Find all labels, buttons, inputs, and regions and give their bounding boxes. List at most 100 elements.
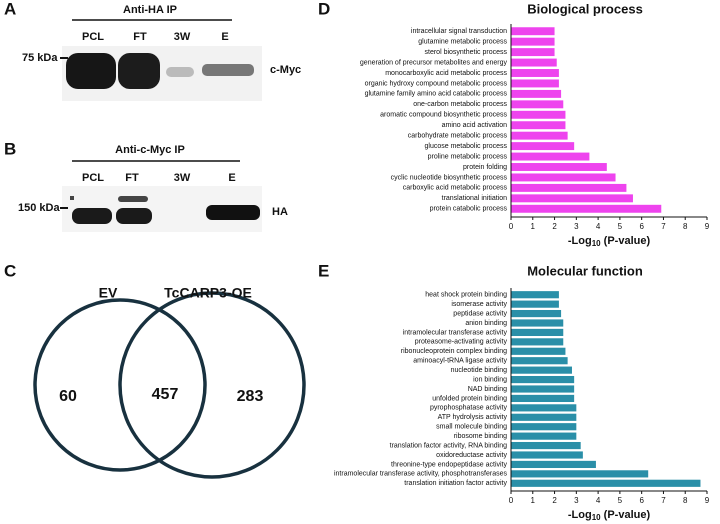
panel-label: A (4, 0, 16, 18)
marker-label: 75 kDa (22, 52, 58, 64)
band (202, 64, 254, 76)
category-label: isomerase activity (451, 301, 507, 308)
band (118, 196, 148, 202)
bar (511, 309, 562, 318)
category-label: ATP hydrolysis activity (438, 414, 508, 421)
category-label: translation initiation factor activity (404, 480, 507, 487)
category-label: nucleotide binding (451, 367, 508, 374)
lane-label: 3W (174, 172, 191, 184)
chart-title: Molecular function (527, 263, 643, 278)
category-label: oxidoreductase activity (436, 452, 507, 459)
bar (511, 385, 575, 393)
lane-label: PCL (82, 172, 104, 184)
x-tick-label: 7 (661, 222, 666, 231)
venn-circle (118, 291, 306, 479)
x-tick-label: 1 (531, 222, 536, 231)
venn-count: 60 (59, 388, 77, 405)
category-label: organic hydroxy compound metabolic proce… (365, 80, 508, 87)
category-label: monocarboxylic acid metabolic process (385, 70, 507, 77)
label-part: (P-value) (601, 509, 651, 521)
bar (511, 479, 701, 487)
bar (511, 100, 564, 109)
bar (511, 460, 596, 469)
bar (511, 152, 590, 161)
category-label: intramolecular transferase activity, pho… (334, 471, 508, 478)
bar (511, 423, 577, 431)
target-label: HA (272, 206, 288, 218)
bar (511, 394, 575, 403)
category-label: ion binding (473, 376, 507, 383)
x-tick-label: 4 (596, 222, 601, 231)
x-tick-label: 3 (574, 222, 579, 231)
x-tick-label: 8 (683, 496, 688, 505)
category-label: one-carbon metabolic process (413, 101, 507, 108)
bar (511, 300, 559, 308)
x-tick-label: 6 (639, 222, 644, 231)
category-label: protein folding (463, 164, 507, 171)
band (206, 205, 260, 220)
set-label: EV (99, 285, 118, 301)
category-label: glucose metabolic process (425, 143, 508, 150)
category-label: cyclic nucleotide biosynthetic process (391, 174, 508, 181)
blot-title: Anti-c-Myc IP (115, 144, 185, 156)
category-label: peptidase activity (453, 310, 507, 317)
label-sub: 10 (592, 513, 601, 522)
band (166, 67, 194, 77)
category-label: carboxylic acid metabolic process (403, 185, 508, 192)
x-tick-label: 6 (639, 496, 644, 505)
panel-label: B (4, 139, 16, 158)
band (118, 53, 160, 89)
category-label: threonine-type endopeptidase activity (391, 461, 507, 468)
chart-title: Biological process (527, 1, 643, 16)
bar (511, 375, 575, 384)
x-tick-label: 2 (552, 496, 557, 505)
bar (511, 404, 577, 412)
category-label: intramolecular transferase activity (403, 329, 508, 336)
band (116, 208, 152, 224)
x-tick-label: 2 (552, 222, 557, 231)
x-tick-label: 9 (705, 222, 710, 231)
venn-count: 457 (152, 386, 179, 403)
target-label: c-Myc (270, 64, 301, 76)
x-tick-label: 5 (618, 222, 623, 231)
category-label: ribonucleoprotein complex binding (401, 348, 507, 355)
bar (511, 27, 555, 36)
marker-label: 150 kDa (18, 202, 60, 214)
category-label: amino acid activation (442, 122, 507, 129)
category-label: glutamine metabolic process (418, 39, 507, 46)
bar (511, 357, 568, 365)
bar (511, 89, 562, 98)
bar (511, 291, 559, 299)
x-tick-label: 9 (705, 496, 710, 505)
category-label: glutamine family amino acid catabolic pr… (365, 91, 508, 98)
bar (511, 79, 559, 88)
x-tick-label: 7 (661, 496, 666, 505)
venn-circle (33, 298, 207, 472)
category-label: small molecule binding (436, 424, 507, 431)
category-label: sterol biosynthetic process (425, 49, 508, 56)
category-label: NAD binding (468, 386, 507, 393)
x-tick-label: 0 (509, 222, 514, 231)
category-label: proline metabolic process (428, 153, 508, 160)
bar (511, 347, 566, 355)
x-tick-label: 1 (531, 496, 536, 505)
band (66, 53, 116, 89)
bar (511, 110, 566, 119)
category-label: unfolded protein binding (432, 395, 507, 402)
x-axis-label: -Log10 (P-value) (568, 235, 651, 248)
x-tick-label: 4 (596, 496, 601, 505)
x-tick-label: 5 (618, 496, 623, 505)
bar (511, 204, 662, 213)
bar (511, 48, 555, 57)
blot-title: Anti-HA IP (123, 4, 177, 16)
lane-label: FT (125, 172, 139, 184)
label-part: -Log (568, 509, 592, 521)
category-label: proteasome-activating activity (415, 339, 508, 346)
x-axis-label: -Log10 (P-value) (568, 509, 651, 522)
x-tick-label: 0 (509, 496, 514, 505)
bar (511, 69, 559, 77)
category-label: protein catabolic process (430, 206, 508, 213)
bar (511, 142, 575, 151)
lane-label: E (228, 172, 235, 184)
